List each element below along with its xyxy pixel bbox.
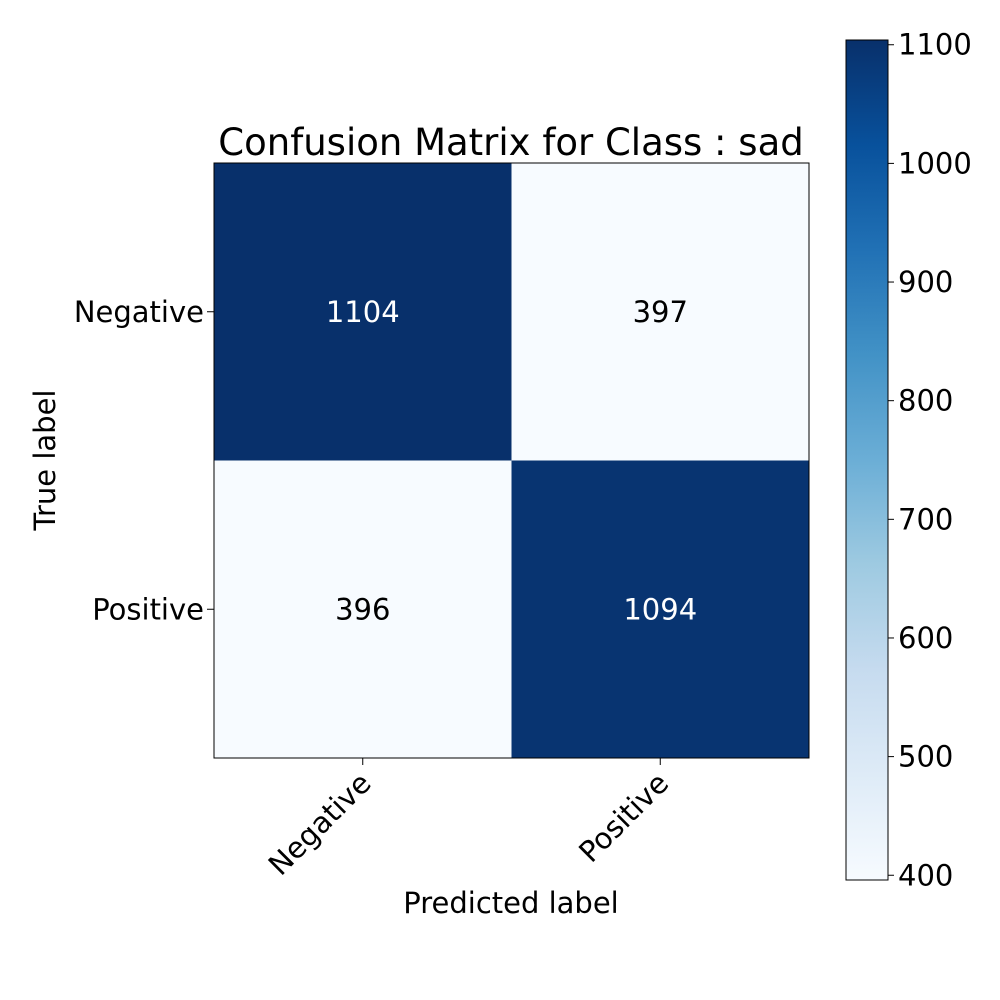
chart-title: Confusion Matrix for Class : sad (218, 121, 803, 164)
plot-frame (213, 162, 810, 759)
x-tick-label: Positive (572, 766, 675, 869)
colorbar-tick-label: 600 (898, 621, 953, 655)
colorbar-tick-label: 800 (898, 384, 953, 418)
x-axis-label: Predicted label (403, 886, 619, 920)
cell-value-label: 396 (335, 592, 390, 626)
cell-value-label: 1094 (623, 592, 697, 626)
y-tick-label: Positive (92, 592, 204, 626)
colorbar-tick-label: 400 (898, 858, 953, 892)
cell-value-label: 1104 (326, 295, 400, 329)
matrix-cell (511, 163, 809, 461)
x-tick-label: Negative (262, 766, 378, 882)
matrix-cells: 1104 397 396 1094 (214, 163, 809, 758)
matrix-cell (214, 163, 512, 461)
cell-value-label: 397 (633, 295, 688, 329)
colorbar-tick-label: 500 (898, 740, 953, 774)
colorbar-tick-label: 1000 (898, 146, 972, 180)
colorbar-ticks: 400 500 600 700 800 900 1000 1100 (888, 28, 972, 892)
y-tick-label: Negative (74, 295, 204, 329)
colorbar-tick-label: 900 (898, 265, 953, 299)
matrix-cell (511, 460, 809, 758)
colorbar (845, 39, 889, 881)
matrix-cell (214, 460, 512, 758)
y-axis-label: True label (28, 390, 62, 532)
colorbar-tick-label: 700 (898, 502, 953, 536)
colorbar-tick-label: 1100 (898, 28, 972, 62)
